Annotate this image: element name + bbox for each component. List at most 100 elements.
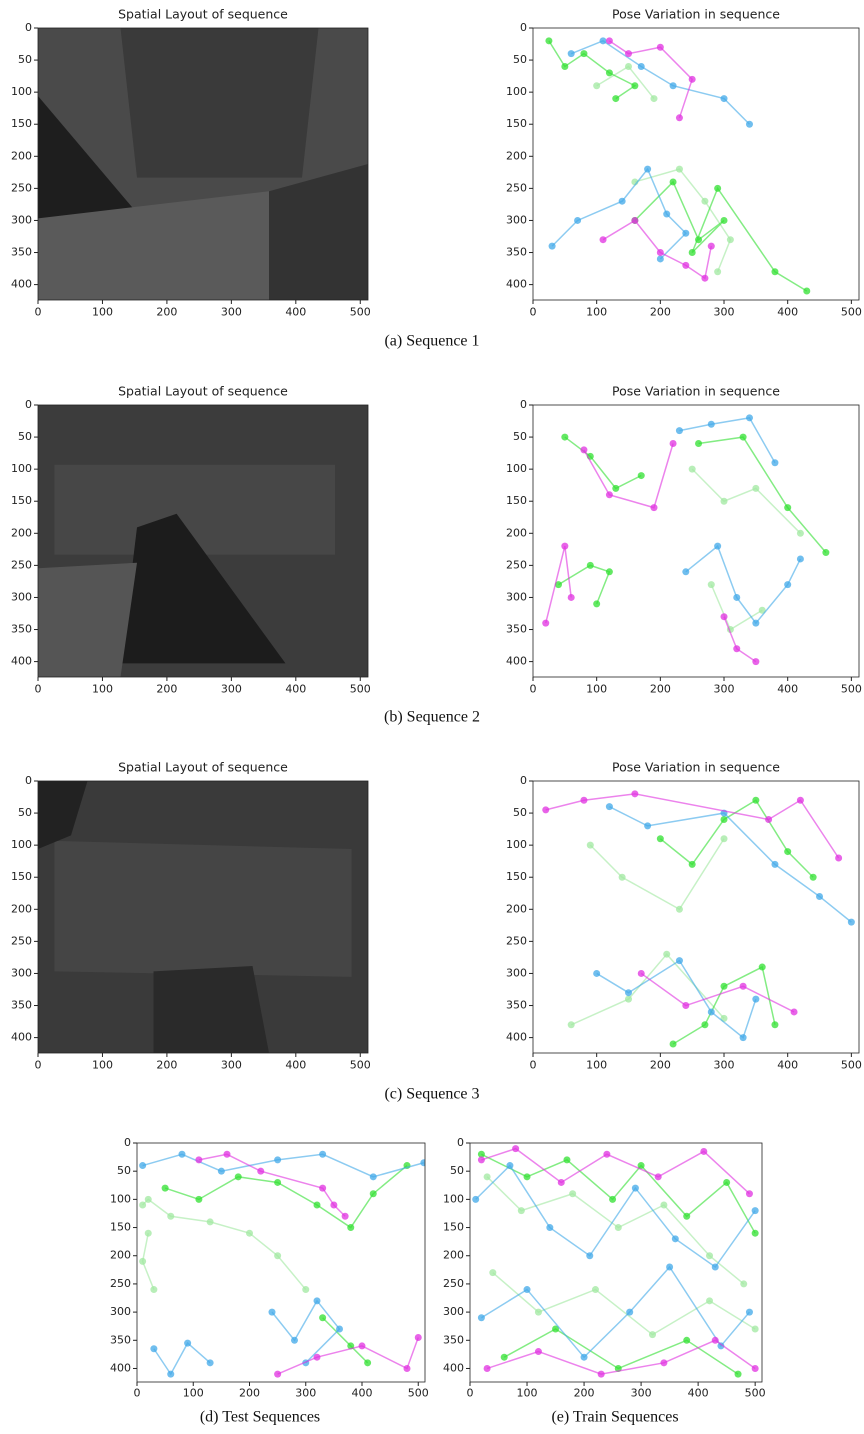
pose-point (784, 504, 792, 512)
pose-point (752, 796, 760, 804)
pose-point (671, 1235, 679, 1243)
pose-line (691, 468, 801, 631)
axes-frame (532, 27, 860, 301)
panel: 0 100 200 300 400 500 0 50 100 150 200 250 300 350 400 (11, 398, 371, 696)
pose-point (274, 1156, 282, 1164)
y-tick-label: 400 (506, 655, 527, 668)
pose-point (618, 197, 626, 205)
pose-point (707, 1008, 715, 1016)
x-tick-label: 400 (352, 1386, 373, 1399)
axes-frame (37, 404, 369, 678)
panel: 0 100 200 300 400 500 0 50 100 150 200 250 300 350 400 (110, 1136, 429, 1399)
y-tick-label: 200 (11, 149, 32, 162)
x-tick-label: 500 (841, 306, 862, 319)
pose-point (534, 1308, 542, 1316)
pose-point (403, 1364, 411, 1372)
x-tick-label: 100 (92, 683, 113, 696)
depth-region (54, 840, 352, 977)
pose-line (486, 1176, 756, 1336)
depth-region (38, 96, 137, 224)
x-tick-label: 400 (285, 683, 306, 696)
pose-point (701, 1021, 709, 1029)
panel-title: Spatial Layout of sequence (118, 7, 288, 22)
y-tick-label: 250 (506, 181, 527, 194)
pose-point (726, 236, 734, 244)
y-tick-label: 300 (506, 966, 527, 979)
pose-line (679, 417, 802, 625)
pose-point (706, 1252, 714, 1260)
pose-point (723, 1178, 731, 1186)
pose-point (217, 1167, 225, 1175)
pose-point (597, 1370, 605, 1378)
pose-point (586, 1252, 594, 1260)
pose-point (803, 287, 811, 295)
x-tick-label: 200 (156, 306, 177, 319)
pose-point (477, 1150, 485, 1158)
pose-point (695, 439, 703, 447)
pose-point (637, 969, 645, 977)
y-tick-label: 250 (506, 934, 527, 947)
x-tick-label: 400 (285, 306, 306, 319)
pose-point (733, 593, 741, 601)
pose-point (666, 1263, 674, 1271)
pose-point (472, 1195, 480, 1203)
x-tick-label: 400 (777, 306, 798, 319)
axes-frame (37, 780, 369, 1054)
y-tick-label: 0 (520, 774, 527, 787)
pose-point (660, 1201, 668, 1209)
y-tick-label: 350 (11, 999, 32, 1012)
pose-point (751, 1364, 759, 1372)
pose-point (319, 1184, 327, 1192)
pose-point (700, 1147, 708, 1155)
pose-point (711, 1336, 719, 1344)
x-tick-label: 100 (92, 1059, 113, 1072)
y-tick-label: 200 (506, 149, 527, 162)
pose-point (650, 95, 658, 103)
pose-point (545, 37, 553, 45)
y-tick-label: 250 (11, 558, 32, 571)
y-tick-label: 350 (506, 246, 527, 259)
pose-point (714, 542, 722, 550)
pose-point (656, 835, 664, 843)
caption: (b) Sequence 2 (384, 709, 480, 726)
pose-point (675, 114, 683, 122)
pose-point (195, 1195, 203, 1203)
pose-point (139, 1201, 147, 1209)
x-tick-label: 100 (92, 306, 113, 319)
pose-point (605, 803, 613, 811)
pose-point (745, 1190, 753, 1198)
pose-line (198, 1153, 419, 1375)
pose-point (637, 472, 645, 480)
y-tick-label: 250 (110, 1277, 131, 1290)
pose-point (675, 427, 683, 435)
y-tick-label: 300 (443, 1305, 464, 1318)
pose-point (796, 529, 804, 537)
pose-point (682, 229, 690, 237)
x-tick-label: 0 (530, 1059, 537, 1072)
pose-point (336, 1325, 343, 1333)
pose-point (603, 1150, 611, 1158)
x-tick-label: 0 (35, 1059, 42, 1072)
pose-point (637, 1162, 645, 1170)
pose-point (369, 1173, 377, 1181)
pose-point (542, 806, 550, 814)
y-tick-label: 0 (25, 21, 32, 34)
y-tick-label: 0 (520, 398, 527, 411)
panel: 0 100 200 300 400 500 0 50 100 150 200 250 300 350 400 (443, 1136, 766, 1399)
depth-region (153, 965, 269, 1053)
y-tick-label: 150 (506, 870, 527, 883)
pose-point (656, 255, 664, 263)
pose-point (161, 1184, 169, 1192)
pose-point (784, 581, 792, 589)
x-tick-label: 100 (586, 306, 607, 319)
pose-point (567, 50, 575, 58)
pose-point (546, 1224, 554, 1232)
y-tick-label: 200 (506, 526, 527, 539)
y-tick-label: 100 (110, 1192, 131, 1205)
x-tick-label: 500 (350, 683, 371, 696)
pose-point (167, 1370, 175, 1378)
caption: (d) Test Sequences (200, 1409, 320, 1426)
pose-point (569, 1190, 577, 1198)
pose-line (141, 1198, 307, 1291)
y-tick-label: 400 (11, 655, 32, 668)
